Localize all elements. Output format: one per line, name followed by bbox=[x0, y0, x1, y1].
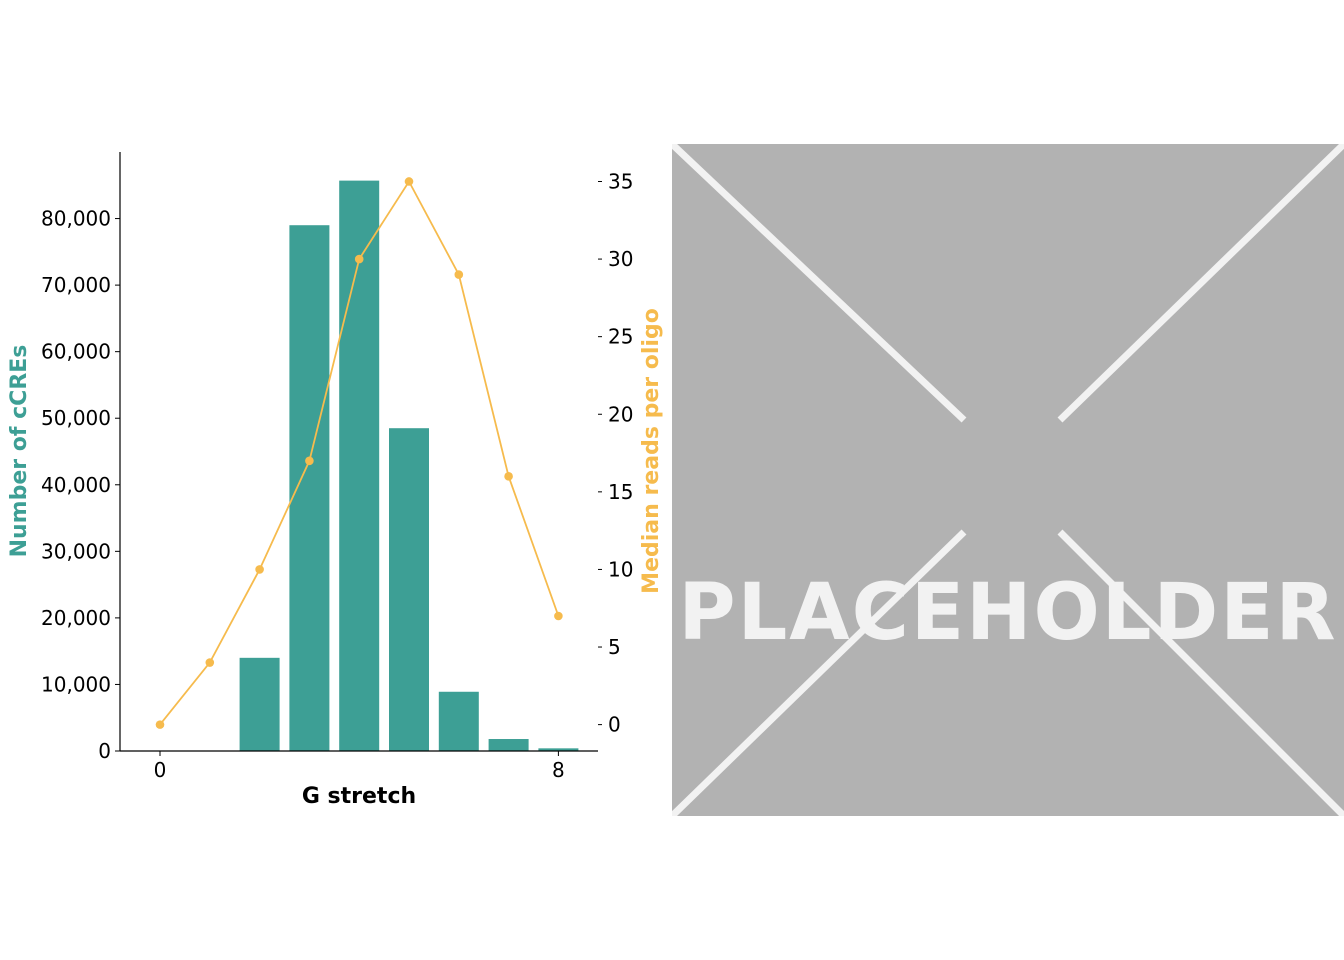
bar bbox=[438, 691, 479, 751]
bar bbox=[239, 657, 280, 751]
y-tick-label: 70,000 bbox=[41, 273, 111, 297]
y-tick-label: 30,000 bbox=[41, 539, 111, 563]
y2-tick-label: 20 bbox=[608, 402, 633, 426]
line-series bbox=[155, 177, 563, 729]
y2-tick-label: 0 bbox=[608, 713, 621, 737]
y-tick-label: 60,000 bbox=[41, 340, 111, 364]
y2-tick-label: 10 bbox=[608, 557, 633, 581]
bar bbox=[339, 180, 380, 751]
y2-tick-label: 35 bbox=[608, 169, 633, 193]
line-point bbox=[454, 270, 464, 279]
line-point bbox=[354, 254, 364, 264]
chart: 0 10,000 20,000 30,000 40,000 50,000 60,000 70,… bbox=[7, 152, 664, 809]
y-tick-label: 40,000 bbox=[41, 473, 111, 497]
bar bbox=[289, 225, 330, 751]
bar-series bbox=[239, 180, 579, 751]
y-tick-label: 10,000 bbox=[41, 672, 111, 696]
placeholder-image: PLACEHOLDER bbox=[672, 144, 1344, 816]
bar bbox=[389, 428, 429, 751]
y-axis-title: Number of cCREs bbox=[7, 345, 32, 558]
y-tick-label: 0 bbox=[98, 739, 111, 763]
placeholder-cross bbox=[672, 144, 1344, 816]
line-point bbox=[554, 611, 563, 621]
y-tick-label: 80,000 bbox=[41, 207, 111, 231]
x-tick-label: 8 bbox=[552, 758, 565, 782]
line-point bbox=[305, 456, 314, 466]
y2-tick-label: 25 bbox=[608, 325, 633, 349]
x-axis-title: G stretch bbox=[302, 784, 416, 809]
y2-tick-label: 15 bbox=[608, 480, 633, 504]
line-point bbox=[255, 565, 264, 574]
line-point bbox=[205, 658, 215, 667]
line-point bbox=[155, 720, 165, 729]
bar bbox=[538, 748, 579, 751]
y2-tick-label: 5 bbox=[608, 635, 621, 659]
y-tick-label: 50,000 bbox=[41, 406, 111, 430]
y2-axis-title: Median reads per oligo bbox=[639, 308, 664, 594]
x-tick-label: 0 bbox=[154, 758, 167, 782]
placeholder-label: PLACEHOLDER bbox=[678, 568, 1338, 658]
y2-tick-label: 30 bbox=[608, 247, 633, 271]
line-point bbox=[404, 177, 414, 186]
y-tick-label: 20,000 bbox=[41, 606, 111, 630]
bar bbox=[488, 739, 529, 751]
line-point bbox=[504, 472, 513, 481]
axes: 0 10,000 20,000 30,000 40,000 50,000 60,000 70,… bbox=[41, 152, 633, 782]
